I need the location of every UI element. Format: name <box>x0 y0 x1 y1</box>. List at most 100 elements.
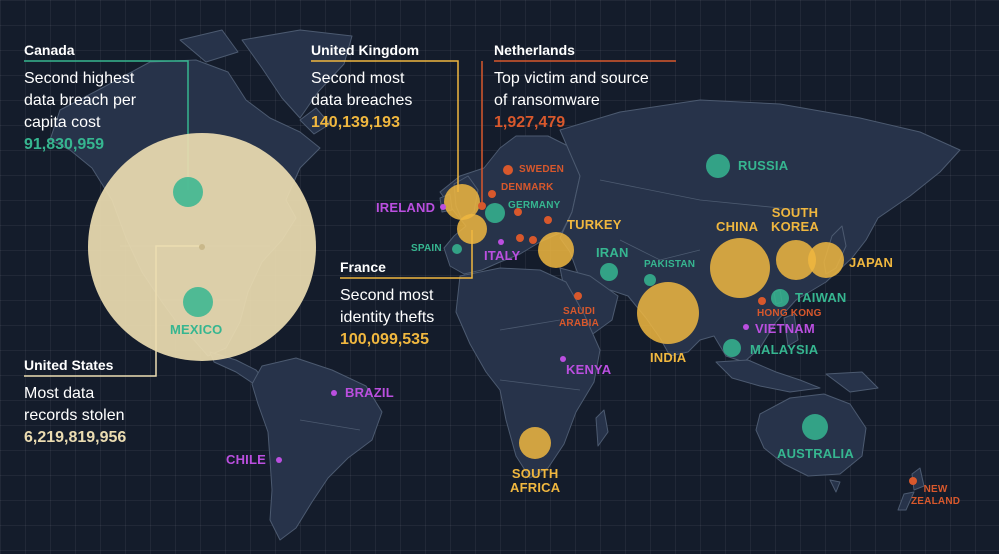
usa-center-dot <box>199 244 205 250</box>
orange-dots <box>478 165 917 485</box>
brazil-dot <box>331 390 337 396</box>
france-callout-title: France <box>340 259 386 275</box>
uk-callout: United Kingdom Second most data breaches… <box>311 42 419 134</box>
uk-callout-desc-1: Second most <box>311 70 405 87</box>
canada-bubble <box>173 177 203 207</box>
philippines <box>783 313 799 347</box>
tasmania <box>829 479 841 493</box>
saudi-dot <box>574 292 582 300</box>
label-italy: ITALY <box>484 248 521 263</box>
usa-callout-value: 6,219,819,956 <box>24 429 127 446</box>
netherlands-callout-desc-1: Top victim and source <box>494 70 649 87</box>
new-zealand-south <box>897 491 915 511</box>
yellow-bubbles <box>444 184 844 459</box>
label-iran: IRAN <box>596 245 629 260</box>
japan-bubble <box>808 242 844 278</box>
label-pakistan: PAKISTAN <box>644 259 696 270</box>
usa-callout: United States Most data records stolen 6… <box>24 357 126 449</box>
france-bubble <box>457 214 487 244</box>
spain-bubble <box>452 244 462 254</box>
pakistan-bubble <box>644 274 656 286</box>
canada-callout: Canada Second highest data breach per ca… <box>24 42 136 156</box>
label-new-zealand: NEW ZEALAND <box>911 484 960 508</box>
india-bubble <box>637 282 699 344</box>
uk-bubble <box>444 184 480 220</box>
label-south-africa-line1: SOUTH <box>511 466 559 481</box>
vietnam-dot <box>743 324 749 330</box>
label-taiwan: TAIWAN <box>795 290 847 305</box>
arctic-islands-2 <box>299 107 331 135</box>
france-callout-desc-2: identity thefts <box>340 309 435 326</box>
label-malaysia: MALAYSIA <box>750 342 819 357</box>
label-ireland: IRELAND <box>376 200 436 215</box>
sweden-dot <box>503 165 513 175</box>
label-south-korea-line1: SOUTH <box>771 205 819 220</box>
madagascar <box>595 409 609 447</box>
purple-dots <box>276 204 749 463</box>
label-south-korea-line2: KOREA <box>771 219 819 234</box>
china-bubble <box>710 238 770 298</box>
kenya-dot <box>560 356 566 362</box>
label-south-korea: SOUTH KOREA <box>771 206 819 234</box>
south-america <box>251 357 383 541</box>
label-vietnam: VIETNAM <box>755 321 815 336</box>
eu-dot-3 <box>516 234 524 242</box>
netherlands-dot <box>478 202 486 210</box>
new-guinea <box>825 371 879 393</box>
label-germany: GERMANY <box>508 200 561 211</box>
canada-callout-value: 91,830,959 <box>24 136 105 153</box>
eu-dot-1 <box>514 208 522 216</box>
label-south-africa-line2: AFRICA <box>510 480 561 495</box>
south-korea-bubble <box>776 240 816 280</box>
france-callout: France Second most identity thefts 100,0… <box>340 259 434 351</box>
label-hong-kong: HONG KONG <box>757 308 822 319</box>
denmark-dot <box>488 190 496 198</box>
label-australia: AUSTRALIA <box>777 446 854 461</box>
uk-leader <box>311 60 459 192</box>
label-spain: SPAIN <box>411 243 442 254</box>
ireland-dot <box>440 204 446 210</box>
netherlands-callout-value: 1,927,479 <box>494 114 566 131</box>
label-brazil: BRAZIL <box>345 385 394 400</box>
eu-dot-4 <box>529 236 537 244</box>
label-kenya: KENYA <box>566 362 612 377</box>
indonesia-islands <box>715 359 821 393</box>
label-new-zealand-line1: NEW <box>923 484 948 495</box>
uk-callout-title: United Kingdom <box>311 42 420 58</box>
usa-callout-desc-1: Most data <box>24 385 95 402</box>
eu-dot-2 <box>544 216 552 224</box>
greenland <box>241 29 353 119</box>
label-japan: JAPAN <box>849 255 894 270</box>
iran-bubble <box>600 263 618 281</box>
label-mexico: MEXICO <box>170 322 223 337</box>
uk-callout-value: 140,139,193 <box>311 114 400 131</box>
canada-callout-desc-2: data breach per <box>24 92 137 109</box>
label-new-zealand-line2: ZEALAND <box>911 496 961 507</box>
usa-callout-title: United States <box>24 357 114 373</box>
italy-dot <box>498 239 504 245</box>
hong-kong-dot <box>758 297 766 305</box>
label-saudi-arabia: SAUDI ARABIA <box>559 306 599 330</box>
green-bubbles <box>173 154 828 440</box>
uk-callout-desc-2: data breaches <box>311 92 413 109</box>
russia-bubble <box>706 154 730 178</box>
africa <box>455 267 601 479</box>
mexico-bubble <box>183 287 213 317</box>
canada-callout-desc-3: capita cost <box>24 114 101 131</box>
label-russia: RUSSIA <box>738 158 789 173</box>
label-saudi-arabia-line1: SAUDI <box>562 306 596 317</box>
label-denmark: DENMARK <box>501 182 554 193</box>
label-south-africa: SOUTH AFRICA <box>510 467 560 495</box>
label-india: INDIA <box>650 350 687 365</box>
chile-dot <box>276 457 282 463</box>
netherlands-callout: Netherlands Top victim and source of ran… <box>494 42 649 134</box>
australia-bubble <box>802 414 828 440</box>
malaysia-bubble <box>723 339 741 357</box>
netherlands-callout-desc-2: of ransomware <box>494 92 600 109</box>
usa-callout-desc-2: records stolen <box>24 407 125 424</box>
france-callout-value: 100,099,535 <box>340 331 429 348</box>
taiwan-bubble <box>771 289 789 307</box>
france-callout-desc-1: Second most <box>340 287 434 304</box>
